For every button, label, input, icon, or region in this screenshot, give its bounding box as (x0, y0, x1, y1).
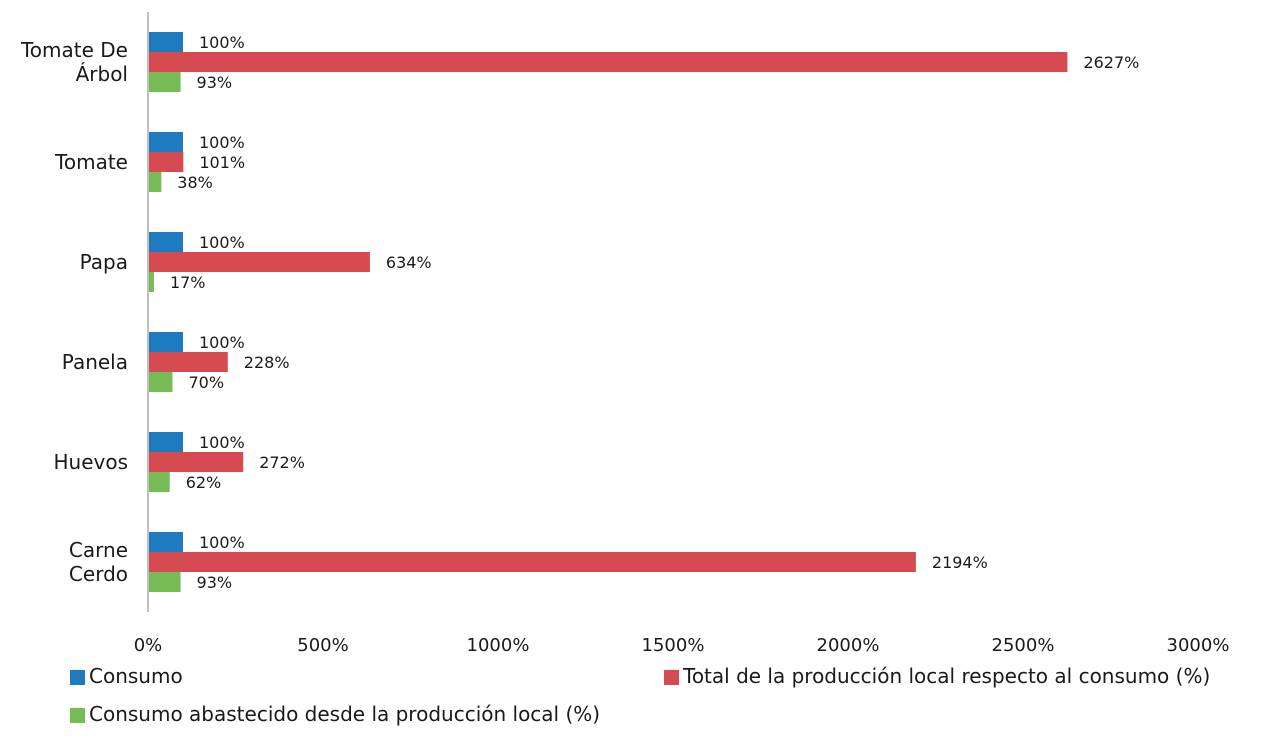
x-tick-label-5: 2000% (817, 635, 880, 656)
bar-3-6 (148, 572, 181, 592)
x-tick-label-1: 0% (134, 635, 163, 656)
bar-3-1 (148, 72, 181, 92)
category-label-4: Panela (62, 350, 128, 374)
bar-3-3 (148, 272, 154, 292)
data-label-2-3: 634% (386, 253, 432, 272)
bar-1-2 (148, 132, 183, 152)
legend-swatch-3 (70, 708, 85, 723)
legend: Consumo Total de la producción local resp… (70, 664, 1210, 726)
category-labels-group: Tomate De Árbol Tomate Papa Panela Huevos Carn… (20, 38, 128, 586)
data-label-3-5: 62% (186, 473, 222, 492)
bar-1-4 (148, 332, 183, 352)
data-label-1-6: 100% (199, 533, 245, 552)
bar-2-3 (148, 252, 370, 272)
x-axis-ticks: 0% 500% 1000% 1500% 2000% 2500% 3000% (134, 635, 1230, 656)
data-labels-group: 100%2627%93%100%101%38%100%634%17%100%22… (170, 33, 1139, 592)
category-label-3: Papa (80, 250, 128, 274)
bars-group (148, 32, 1068, 592)
bar-2-4 (148, 352, 228, 372)
data-label-2-5: 272% (259, 453, 305, 472)
data-label-1-3: 100% (199, 233, 245, 252)
bar-3-4 (148, 372, 173, 392)
bar-3-5 (148, 472, 170, 492)
data-label-3-6: 93% (197, 573, 233, 592)
data-label-3-4: 70% (189, 373, 225, 392)
x-tick-label-6: 2500% (992, 635, 1055, 656)
legend-swatch-1 (70, 670, 85, 685)
data-label-1-1: 100% (199, 33, 245, 52)
legend-swatch-2 (664, 670, 679, 685)
category-label-6: Carne Cerdo (69, 538, 128, 586)
legend-label-1: Consumo (89, 664, 183, 688)
legend-label-2: Total de la producción local respecto al… (682, 664, 1210, 688)
bar-2-5 (148, 452, 244, 472)
data-label-1-2: 100% (199, 133, 245, 152)
legend-label-3: Consumo abastecido desde la producción l… (89, 702, 600, 726)
data-label-3-2: 38% (177, 173, 213, 192)
data-label-1-4: 100% (199, 333, 245, 352)
bar-2-6 (148, 552, 916, 572)
x-tick-label-4: 1500% (642, 635, 705, 656)
x-tick-label-7: 3000% (1167, 635, 1230, 656)
category-label-2: Tomate (54, 150, 128, 174)
category-label-1: Tomate De Árbol (20, 38, 128, 86)
data-label-3-3: 17% (170, 273, 206, 292)
data-label-2-1: 2627% (1083, 53, 1139, 72)
bar-1-3 (148, 232, 183, 252)
bar-1-6 (148, 532, 183, 552)
bar-1-1 (148, 32, 183, 52)
data-label-2-2: 101% (199, 153, 245, 172)
category-label-5: Huevos (53, 450, 128, 474)
bar-2-2 (148, 152, 184, 172)
bar-1-5 (148, 432, 183, 452)
data-label-2-4: 228% (244, 353, 290, 372)
x-tick-label-2: 500% (297, 635, 348, 656)
data-label-1-5: 100% (199, 433, 245, 452)
bar-2-1 (148, 52, 1068, 72)
bar-3-2 (148, 172, 162, 192)
x-tick-label-3: 1000% (467, 635, 530, 656)
data-label-2-6: 2194% (932, 553, 988, 572)
data-label-3-1: 93% (197, 73, 233, 92)
